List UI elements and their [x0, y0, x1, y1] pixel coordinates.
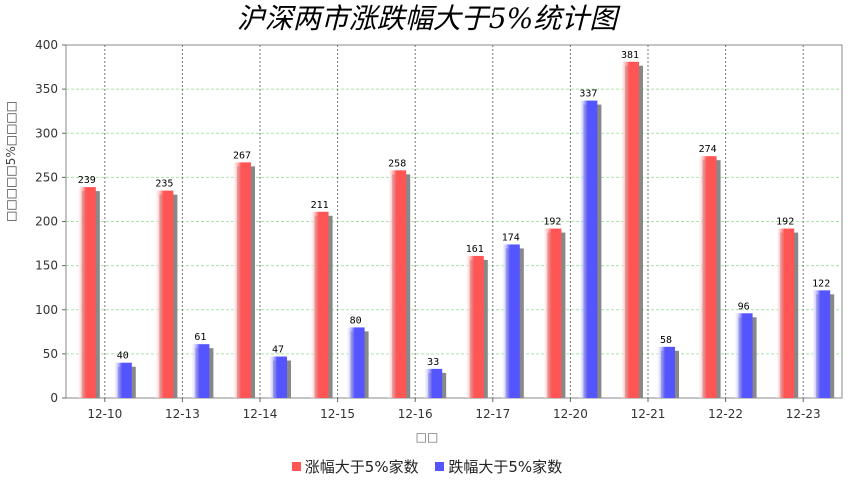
bar-fall	[346, 327, 365, 398]
legend-item-rise: 涨幅大于5%家数	[291, 456, 419, 477]
y-tick-label: 300	[35, 126, 58, 140]
x-tick-label: 12-10	[87, 407, 122, 421]
legend: 涨幅大于5%家数 跌幅大于5%家数	[0, 456, 854, 477]
x-tick-label: 12-14	[243, 407, 278, 421]
data-label: 122	[812, 278, 830, 289]
bar-rise	[388, 170, 407, 398]
data-label: 267	[233, 150, 251, 161]
data-label: 80	[350, 315, 362, 326]
data-label: 96	[738, 301, 750, 312]
x-tick-label: 12-22	[708, 407, 743, 421]
bar-rise	[310, 211, 329, 398]
data-label: 192	[776, 217, 794, 228]
chart-title: 沪深两市涨跌幅大于5%统计图	[236, 2, 618, 35]
y-tick-label: 0	[50, 391, 58, 405]
bar-fall	[812, 290, 831, 398]
y-tick-label: 100	[35, 303, 58, 317]
data-label: 381	[621, 50, 639, 61]
y-tick-label: 400	[35, 38, 58, 52]
data-label: 61	[194, 332, 206, 343]
data-label: 235	[155, 179, 173, 190]
bar-rise	[465, 255, 484, 398]
data-label: 40	[117, 351, 129, 362]
bar-fall	[269, 356, 287, 398]
bar-fall	[501, 244, 520, 398]
data-label: 174	[502, 232, 520, 243]
y-tick-label: 50	[43, 347, 58, 361]
bar-rise	[776, 228, 795, 398]
data-label: 58	[660, 335, 672, 346]
bar-rise	[233, 162, 251, 398]
x-tick-label: 12-23	[786, 407, 821, 421]
legend-item-fall: 跌幅大于5%家数	[435, 456, 562, 477]
bar-chart-plot: 0 50 100 150 200 250 300 350 400 12-10 12-13 12-14 1…	[35, 38, 843, 421]
bar-rise	[698, 156, 717, 398]
legend-swatch-rise	[291, 462, 301, 471]
y-tick-label: 350	[35, 82, 58, 96]
bar-rise	[621, 61, 639, 399]
y-tick-label: 250	[35, 170, 58, 184]
x-tick-label: 12-15	[320, 407, 355, 421]
y-tick-label: 200	[35, 215, 58, 229]
x-tick-label: 12-13	[165, 407, 200, 421]
data-label: 258	[388, 158, 406, 169]
data-label: 47	[272, 345, 284, 356]
x-axis-label: □□	[415, 430, 439, 444]
bar-fall	[424, 368, 443, 398]
bar-rise	[77, 187, 96, 398]
legend-label-fall: 跌幅大于5%家数	[448, 458, 563, 476]
data-label: 192	[543, 217, 561, 228]
data-label: 239	[78, 175, 96, 186]
legend-label-rise: 涨幅大于5%家数	[304, 458, 419, 476]
data-label: 337	[579, 89, 597, 100]
x-tick-label: 12-21	[631, 407, 666, 421]
bar-fall	[191, 344, 210, 398]
bar-fall	[657, 346, 675, 398]
bar-rise	[543, 228, 562, 398]
data-label: 33	[427, 357, 439, 368]
data-label: 161	[466, 244, 484, 255]
bar-fall	[113, 362, 132, 398]
data-label: 211	[311, 200, 329, 211]
x-tick-label: 12-17	[475, 407, 510, 421]
legend-swatch-fall	[435, 462, 445, 471]
x-tick-label: 12-16	[398, 407, 433, 421]
bar-rise	[155, 190, 174, 398]
x-tick-label: 12-20	[553, 407, 588, 421]
bar-fall	[579, 100, 598, 398]
data-label: 274	[699, 144, 717, 155]
bar-fall	[734, 313, 753, 398]
y-tick-label: 150	[35, 259, 58, 273]
